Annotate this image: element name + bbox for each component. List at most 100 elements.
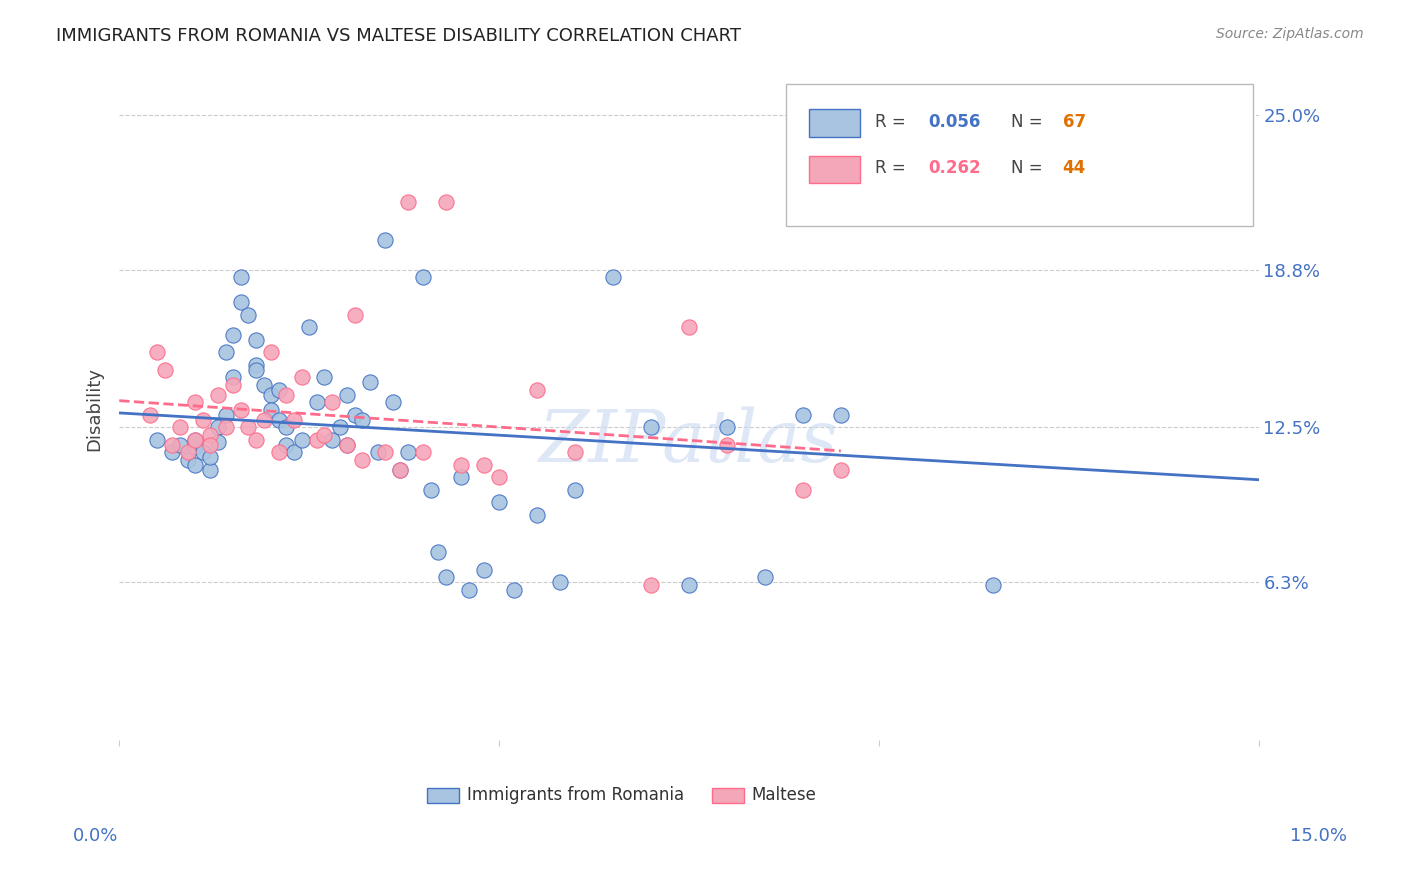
Point (245, 363, 267, 377)
Point (830, 463, 852, 477)
Point (184, 440, 207, 454)
Point (252, 413, 274, 427)
Text: 15.0%: 15.0% (1291, 827, 1347, 845)
Point (153, 363, 176, 377)
Point (343, 308, 366, 322)
Point (238, 420, 260, 434)
Point (267, 383, 290, 397)
Point (321, 433, 343, 447)
Point (184, 433, 207, 447)
Point (328, 420, 350, 434)
Point (305, 395, 328, 409)
Point (184, 433, 207, 447)
Point (548, 575, 571, 590)
Text: 0.262: 0.262 (928, 159, 981, 178)
Point (336, 438, 359, 452)
Point (176, 452, 198, 467)
Point (389, 463, 412, 477)
Point (207, 388, 229, 402)
Text: 0.056: 0.056 (928, 112, 980, 131)
Point (200, 450, 222, 465)
Point (169, 438, 191, 452)
Point (488, 470, 510, 484)
Point (472, 563, 495, 577)
Point (352, 413, 374, 427)
Point (450, 458, 472, 472)
Point (434, 570, 457, 584)
Point (290, 433, 312, 447)
Point (214, 408, 236, 422)
Point (276, 388, 298, 402)
Point (267, 413, 290, 427)
Text: Source: ZipAtlas.com: Source: ZipAtlas.com (1216, 27, 1364, 41)
Point (238, 308, 260, 322)
Point (396, 195, 419, 210)
Point (716, 438, 738, 452)
Point (359, 376, 381, 390)
Point (200, 427, 222, 442)
Point (336, 388, 359, 402)
Point (214, 345, 236, 359)
Point (260, 402, 283, 417)
Point (222, 370, 245, 384)
Point (1095, 120, 1118, 135)
Point (207, 420, 229, 434)
Point (200, 438, 222, 452)
Point (640, 420, 662, 434)
Point (343, 408, 366, 422)
Point (374, 233, 396, 247)
Text: 0.0%: 0.0% (73, 827, 118, 845)
Point (276, 420, 298, 434)
Point (678, 577, 700, 591)
Point (352, 452, 374, 467)
Point (457, 582, 479, 597)
Point (427, 545, 450, 559)
Point (184, 458, 207, 472)
Point (207, 435, 229, 450)
Point (450, 470, 472, 484)
Point (678, 320, 700, 334)
Point (305, 433, 328, 447)
Point (283, 413, 305, 427)
Point (374, 445, 396, 459)
Text: N =: N = (1011, 159, 1049, 178)
Point (792, 483, 814, 497)
Point (336, 438, 359, 452)
Text: 67: 67 (1063, 112, 1085, 131)
Point (792, 408, 814, 422)
Point (184, 395, 207, 409)
Point (260, 388, 283, 402)
Point (564, 445, 586, 459)
Point (138, 408, 160, 422)
FancyBboxPatch shape (427, 788, 458, 803)
Point (146, 433, 169, 447)
Point (321, 395, 343, 409)
FancyBboxPatch shape (808, 109, 860, 137)
Point (267, 445, 290, 459)
Point (162, 445, 184, 459)
Text: IMMIGRANTS FROM ROMANIA VS MALTESE DISABILITY CORRELATION CHART: IMMIGRANTS FROM ROMANIA VS MALTESE DISAB… (56, 27, 741, 45)
Point (191, 413, 214, 427)
Point (488, 495, 510, 509)
Point (412, 445, 434, 459)
Point (276, 438, 298, 452)
Point (434, 195, 457, 210)
Text: R =: R = (875, 159, 911, 178)
Point (229, 270, 252, 285)
Point (412, 270, 434, 285)
Point (229, 295, 252, 310)
Point (245, 433, 267, 447)
Y-axis label: Disability: Disability (86, 367, 103, 450)
Point (260, 345, 283, 359)
Point (252, 377, 274, 392)
Point (381, 395, 404, 409)
Point (754, 570, 776, 584)
Text: Maltese: Maltese (752, 786, 817, 804)
Point (472, 458, 495, 472)
Point (245, 358, 267, 372)
Text: N =: N = (1011, 112, 1049, 131)
Point (830, 408, 852, 422)
Point (146, 345, 169, 359)
Point (245, 333, 267, 347)
Point (367, 445, 389, 459)
